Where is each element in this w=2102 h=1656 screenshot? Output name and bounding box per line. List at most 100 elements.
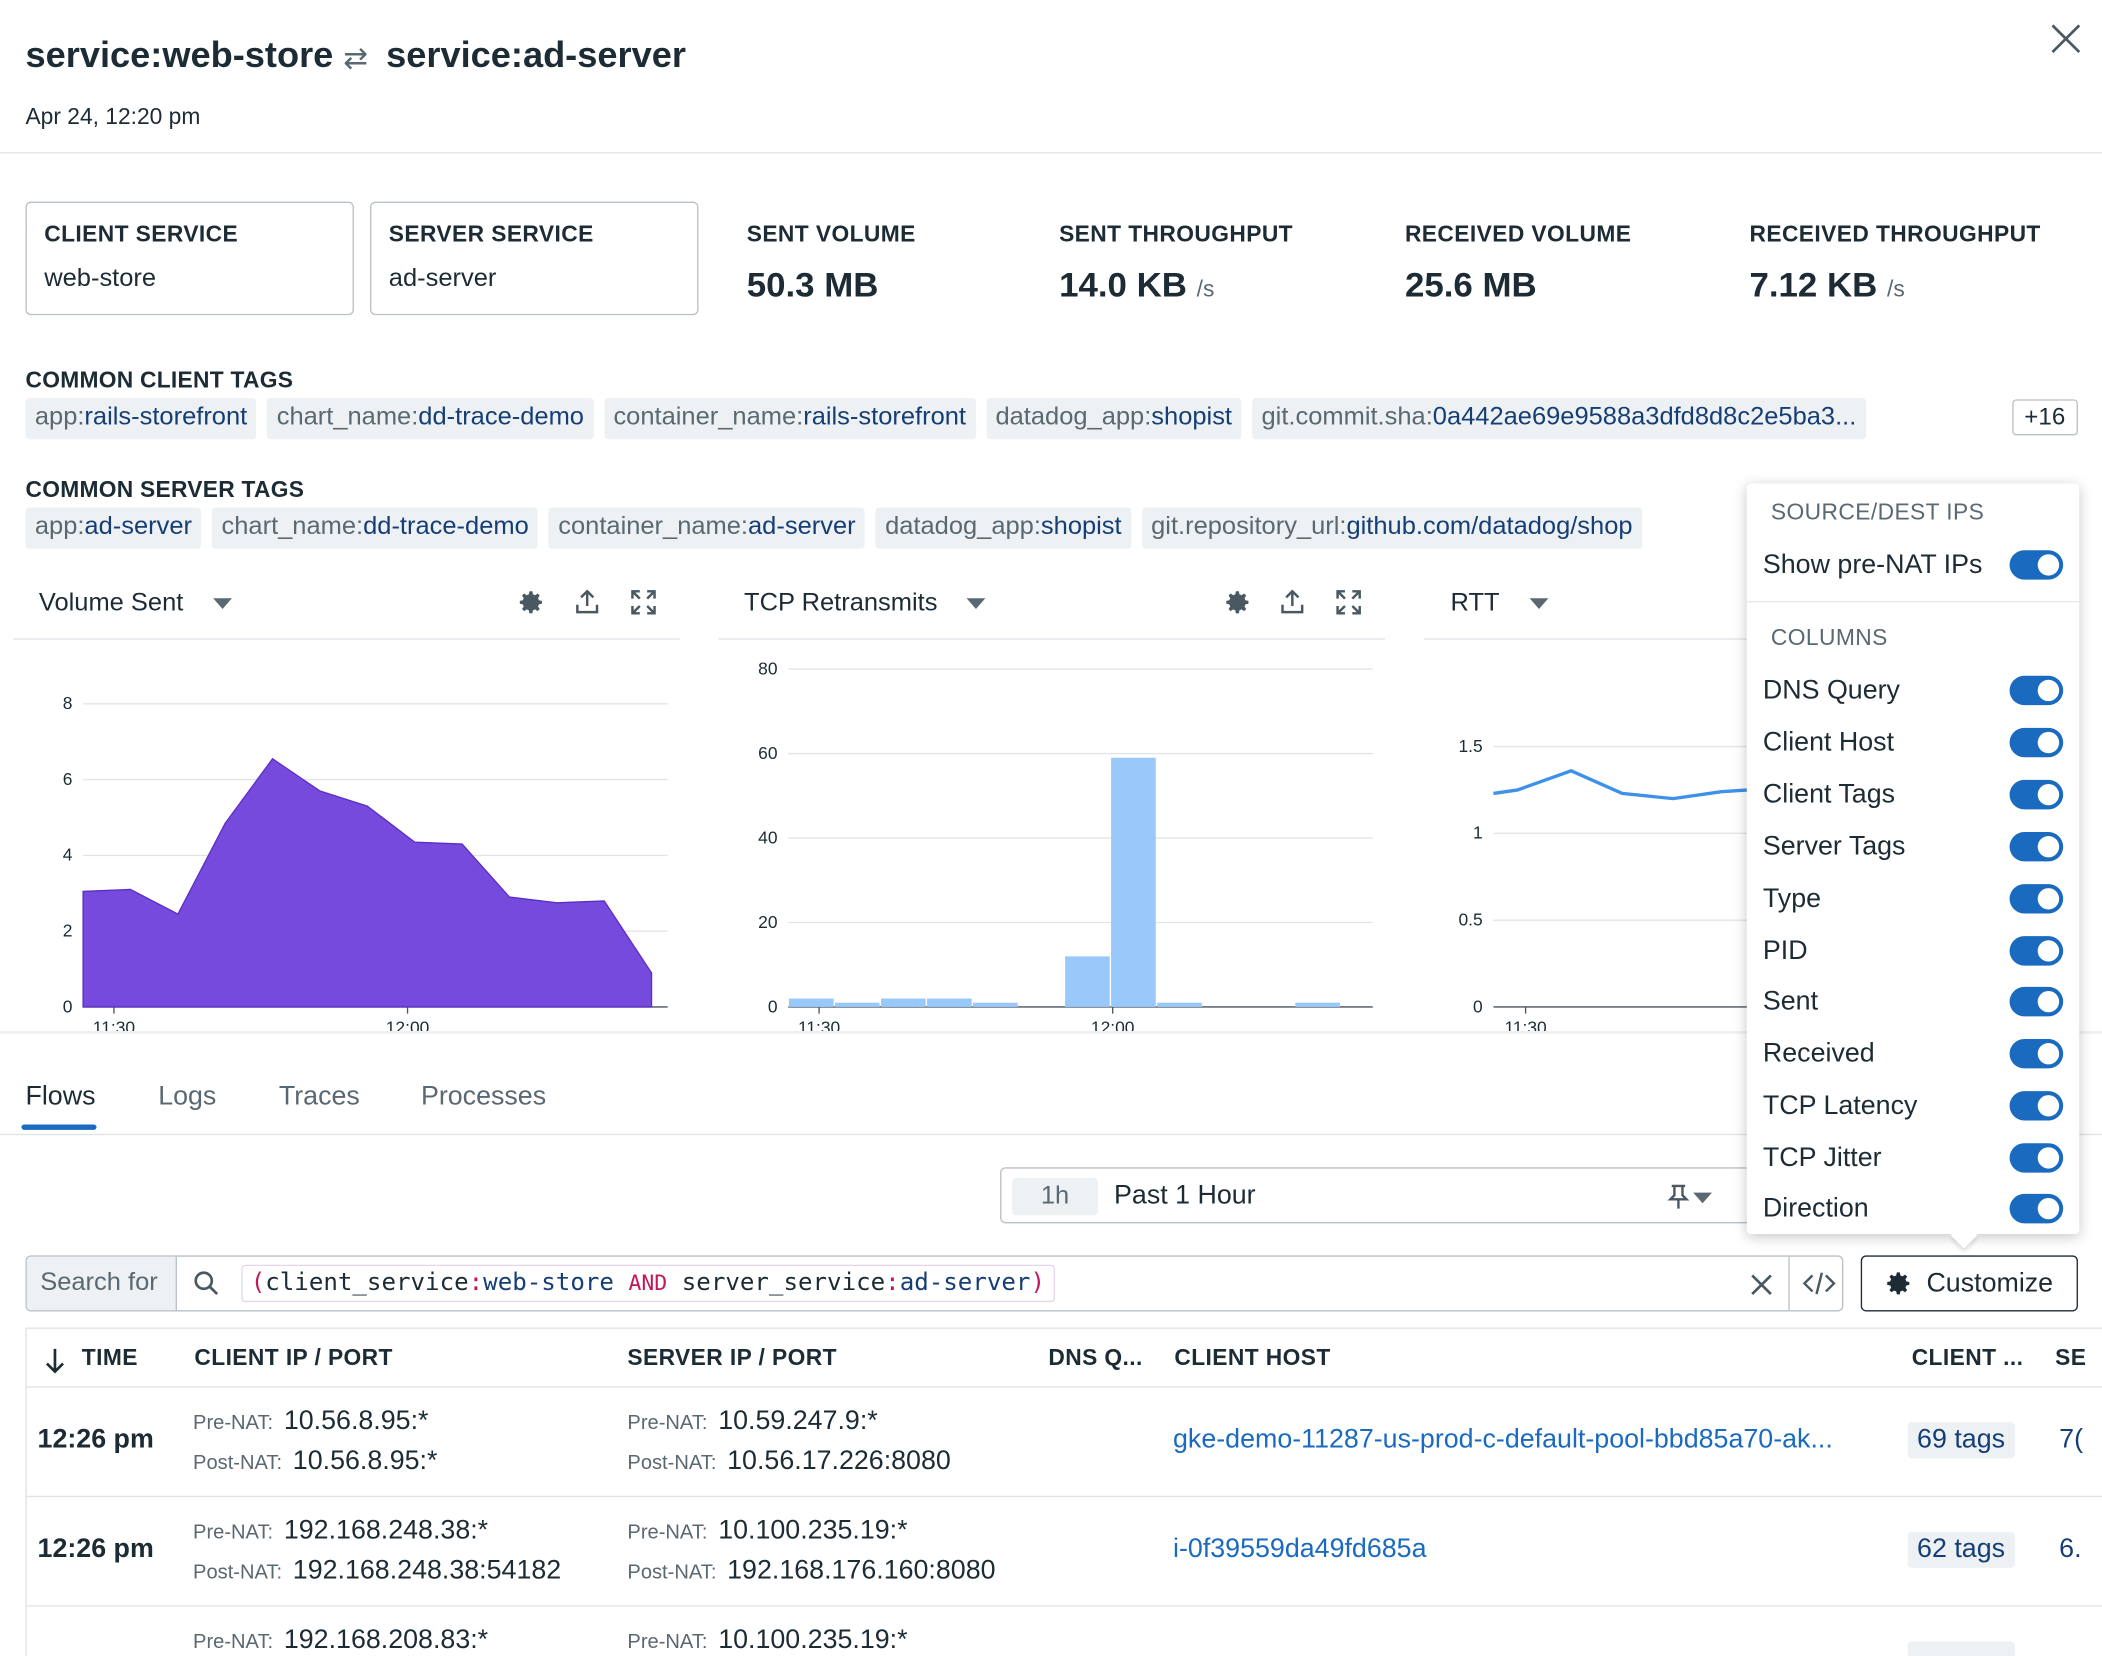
toggle-column-tcp-latency[interactable]: TCP Latency <box>1763 1087 2064 1127</box>
toggle-column-client-tags[interactable]: Client Tags <box>1763 776 2064 816</box>
volume-sent-metric-select[interactable]: Volume Sent <box>39 580 232 628</box>
client-tags-badge[interactable]: 69 tags <box>1907 1422 2015 1459</box>
tab-logs[interactable]: Logs <box>158 1081 217 1112</box>
toggle-switch[interactable] <box>2009 936 2064 966</box>
client-tag[interactable]: git.commit.sha:0a442ae69e9588a3dfd8d8c2e… <box>1252 397 1866 440</box>
column-header-client-tags[interactable]: CLIENT ... <box>1911 1344 2024 1371</box>
client-tag[interactable]: container_name:rails-storefront <box>604 397 976 440</box>
column-header-server-ip[interactable]: SERVER IP / PORT <box>627 1344 837 1371</box>
client-host-link[interactable]: gke-demo-11287-us-prod-c-default-pool-bb… <box>1173 1424 1833 1455</box>
toggle-column-server-tags[interactable]: Server Tags <box>1763 828 2064 868</box>
expand-icon[interactable] <box>629 588 658 617</box>
column-header-dns-query[interactable]: DNS Q... <box>1048 1344 1143 1371</box>
flow-search-bar[interactable]: Search for (client_service:web-store AND… <box>25 1255 1844 1312</box>
toggle-switch[interactable] <box>2009 884 2064 914</box>
expand-icon[interactable] <box>1334 588 1363 617</box>
toggle-switch[interactable] <box>2009 727 2064 758</box>
time-range-selector[interactable]: 1h Past 1 Hour <box>1000 1167 1751 1224</box>
client-pre-nat: 192.168.208.83:* <box>283 1625 489 1655</box>
y-tick-label: 1 <box>1473 823 1483 843</box>
toggle-column-client-host[interactable]: Client Host <box>1763 724 2064 764</box>
panel-divider <box>1423 638 1753 640</box>
y-tick-label: 0 <box>63 996 73 1016</box>
client-host-link[interactable]: i-0f39559da49fd685a <box>1173 1534 1427 1564</box>
toggle-column-direction[interactable]: Direction <box>1763 1190 2064 1230</box>
column-header-server-tags[interactable]: SE <box>2055 1344 2087 1371</box>
table-row[interactable]: 12:26 pm Pre-NAT: 192.168.248.38:* Post-N… <box>26 1495 2102 1606</box>
metric-value: 50.3 MB <box>746 264 879 305</box>
sort-down-icon[interactable] <box>43 1346 67 1375</box>
table-row[interactable]: Pre-NAT: 192.168.208.83:* Pre-NAT: 10.100.… <box>26 1605 2102 1656</box>
column-header-time[interactable]: TIME <box>81 1344 138 1371</box>
server-service-value: ad-server <box>388 264 497 293</box>
rtt-metric-select[interactable]: RTT <box>1451 580 1548 628</box>
client-tags-badge[interactable] <box>1907 1641 2015 1656</box>
toggle-switch[interactable] <box>2009 986 2064 1017</box>
clear-search-icon[interactable] <box>1748 1271 1775 1298</box>
toggle-switch[interactable] <box>2009 832 2064 862</box>
column-header-client-ip[interactable]: CLIENT IP / PORT <box>194 1344 393 1371</box>
server-tags-badge[interactable]: 6. <box>2059 1534 2082 1564</box>
pin-icon[interactable] <box>1666 1183 1690 1210</box>
section-divider <box>0 1031 2102 1034</box>
header-divider <box>0 152 2102 154</box>
toggle-switch[interactable] <box>2009 1143 2064 1173</box>
tab-flows[interactable]: Flows <box>25 1081 96 1112</box>
code-view-icon[interactable] <box>1802 1270 1837 1297</box>
chevron-down-icon[interactable] <box>1693 1192 1712 1204</box>
server-tag[interactable]: chart_name:dd-trace-demo <box>212 507 539 549</box>
toggle-column-pid[interactable]: PID <box>1763 932 2064 972</box>
column-header-client-host[interactable]: CLIENT HOST <box>1174 1344 1331 1371</box>
server-tag[interactable]: container_name:ad-server <box>548 507 865 549</box>
export-icon[interactable] <box>572 588 601 617</box>
chevron-down-icon <box>212 598 232 609</box>
more-tags-button[interactable]: +16 <box>2012 399 2078 436</box>
toggle-switch[interactable] <box>2009 779 2064 810</box>
received-volume-metric: RECEIVED VOLUME 25.6 MB <box>1405 222 1631 306</box>
gear-icon <box>1887 1272 1910 1295</box>
gear-icon[interactable] <box>516 588 545 617</box>
toggle-column-tcp-jitter[interactable]: TCP Jitter <box>1763 1139 2064 1179</box>
close-icon[interactable] <box>2048 21 2083 56</box>
export-icon[interactable] <box>1278 588 1307 617</box>
chevron-down-icon <box>1529 598 1548 609</box>
server-tag[interactable]: datadog_app:shopist <box>875 507 1132 549</box>
toggle-show-pre-nat-ips[interactable]: Show pre-NAT IPs <box>1763 546 2064 586</box>
server-post-nat: 192.168.176.160:8080 <box>727 1555 996 1586</box>
y-tick-label: 80 <box>758 658 777 678</box>
client-service-card[interactable]: CLIENT SERVICE web-store <box>25 201 354 316</box>
client-tag-list: app:rails-storefront chart_name:dd-trace… <box>25 397 2002 440</box>
server-tags-badge[interactable]: 7( <box>2059 1424 2084 1455</box>
table-row[interactable]: 12:26 pm Pre-NAT: 10.56.8.95:* Post-NAT: 1… <box>26 1386 2102 1496</box>
metric-label: RECEIVED VOLUME <box>1404 221 1632 248</box>
columns-header: COLUMNS <box>1770 625 1888 651</box>
toggle-column-type[interactable]: Type <box>1763 880 2064 920</box>
tab-traces[interactable]: Traces <box>278 1081 360 1112</box>
x-tick-label: 11:30 <box>798 1018 840 1038</box>
client-tag[interactable]: datadog_app:shopist <box>986 397 1242 440</box>
tab-processes[interactable]: Processes <box>420 1081 547 1112</box>
toggle-column-sent[interactable]: Sent <box>1763 983 2064 1023</box>
tcp-retransmits-metric-select[interactable]: TCP Retransmits <box>744 580 986 628</box>
toggle-column-dns-query[interactable]: DNS Query <box>1763 672 2064 712</box>
active-tab-indicator <box>21 1124 97 1130</box>
toggle-switch[interactable] <box>2009 1091 2064 1121</box>
toggle-switch[interactable] <box>2009 675 2064 706</box>
customize-button[interactable]: Customize <box>1860 1255 2078 1312</box>
client-tags-badge[interactable]: 62 tags <box>1907 1531 2015 1568</box>
server-tag[interactable]: git.repository_url:github.com/datadog/sh… <box>1141 507 1642 549</box>
toggle-switch[interactable] <box>2009 550 2064 580</box>
gear-icon[interactable] <box>1223 588 1252 617</box>
server-service-card[interactable]: SERVER SERVICE ad-server <box>370 201 699 316</box>
x-tick-label: 12:00 <box>1091 1018 1135 1038</box>
metric-label: SENT VOLUME <box>746 221 916 248</box>
client-tag[interactable]: chart_name:dd-trace-demo <box>267 397 594 440</box>
toggle-switch[interactable] <box>2009 1193 2064 1224</box>
search-query[interactable]: (client_service:web-store AND server_ser… <box>241 1264 1055 1303</box>
y-tick-label: 0.5 <box>1459 910 1483 930</box>
client-tag[interactable]: app:rails-storefront <box>25 397 257 440</box>
toggle-switch[interactable] <box>2009 1039 2064 1069</box>
server-tag[interactable]: app:ad-server <box>25 507 202 549</box>
toggle-column-received[interactable]: Received <box>1763 1035 2064 1075</box>
swap-icon[interactable]: ⇄ <box>343 41 368 75</box>
